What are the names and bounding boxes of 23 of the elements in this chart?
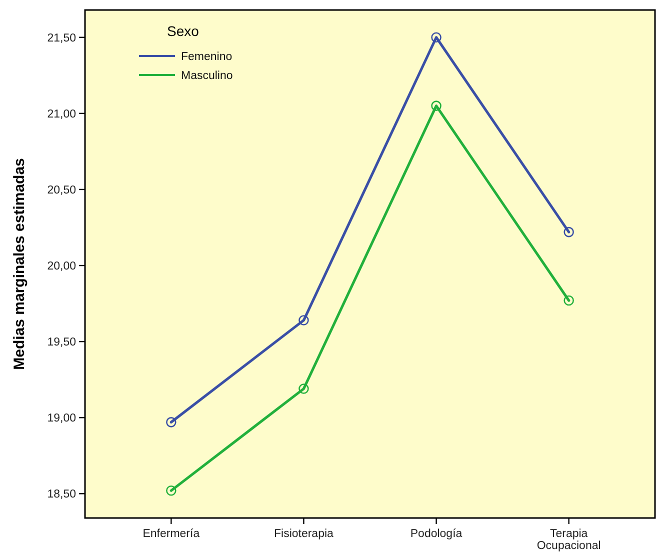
legend-label: Masculino (181, 70, 233, 82)
point (431, 100, 442, 111)
point (298, 315, 309, 326)
y-tick-label: 19,50 (47, 336, 76, 349)
point (298, 384, 309, 394)
y-tick-label: 19,00 (47, 412, 76, 425)
x-tick-label: Podología (410, 528, 463, 540)
x-tick-label: Enfermería (142, 528, 200, 540)
y-tick-label: 20,50 (47, 184, 76, 196)
y-tick-label: 21,50 (47, 32, 76, 44)
point (166, 417, 176, 428)
x-tick-label: Fisioterapia (274, 528, 334, 540)
point (431, 32, 442, 43)
legend-title: Sexo (167, 23, 200, 39)
legend-label: Femenino (181, 51, 232, 64)
y-tick-label: 20,00 (47, 260, 76, 273)
y-axis-title: Medias marginales estimadas (11, 158, 28, 370)
point (564, 226, 574, 238)
x-tick-label: Terapia Ocupacional (536, 528, 601, 552)
y-tick-label: 21,00 (47, 108, 76, 120)
y-tick-label: 18,50 (47, 488, 76, 501)
point (166, 485, 176, 496)
point (564, 295, 574, 306)
